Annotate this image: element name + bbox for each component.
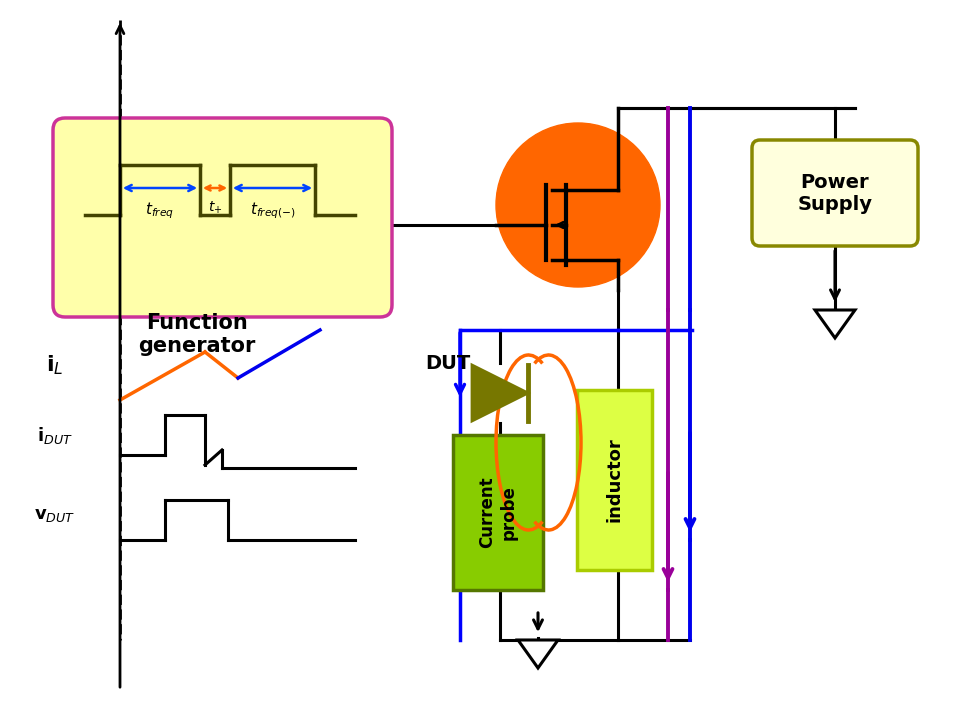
FancyBboxPatch shape: [752, 140, 918, 246]
Text: $\mathit{\mathbf{i}}_{DUT}$: $\mathit{\mathbf{i}}_{DUT}$: [37, 425, 73, 446]
Text: Power
Supply: Power Supply: [798, 173, 873, 214]
Polygon shape: [815, 310, 855, 338]
FancyBboxPatch shape: [453, 435, 543, 590]
FancyBboxPatch shape: [53, 118, 392, 317]
Text: $\mathbf{\mathit{t}}_{+}$: $\mathbf{\mathit{t}}_{+}$: [207, 200, 223, 217]
FancyBboxPatch shape: [577, 390, 652, 570]
Text: $\mathit{\mathbf{i}}_L$: $\mathit{\mathbf{i}}_L$: [46, 354, 63, 377]
Text: Function
generator: Function generator: [138, 313, 256, 356]
Polygon shape: [518, 640, 558, 668]
Circle shape: [496, 123, 660, 287]
Polygon shape: [472, 365, 528, 421]
Text: $\mathit{\mathbf{v}}_{DUT}$: $\mathit{\mathbf{v}}_{DUT}$: [35, 506, 76, 524]
Text: DUT: DUT: [425, 354, 470, 372]
Text: inductor: inductor: [606, 438, 623, 523]
Text: Current
probe: Current probe: [479, 477, 517, 549]
Text: $\mathbf{\mathit{t}}_{freq(-)}$: $\mathbf{\mathit{t}}_{freq(-)}$: [250, 200, 296, 220]
Text: $\mathbf{\mathit{t}}_{freq}$: $\mathbf{\mathit{t}}_{freq}$: [145, 200, 175, 220]
